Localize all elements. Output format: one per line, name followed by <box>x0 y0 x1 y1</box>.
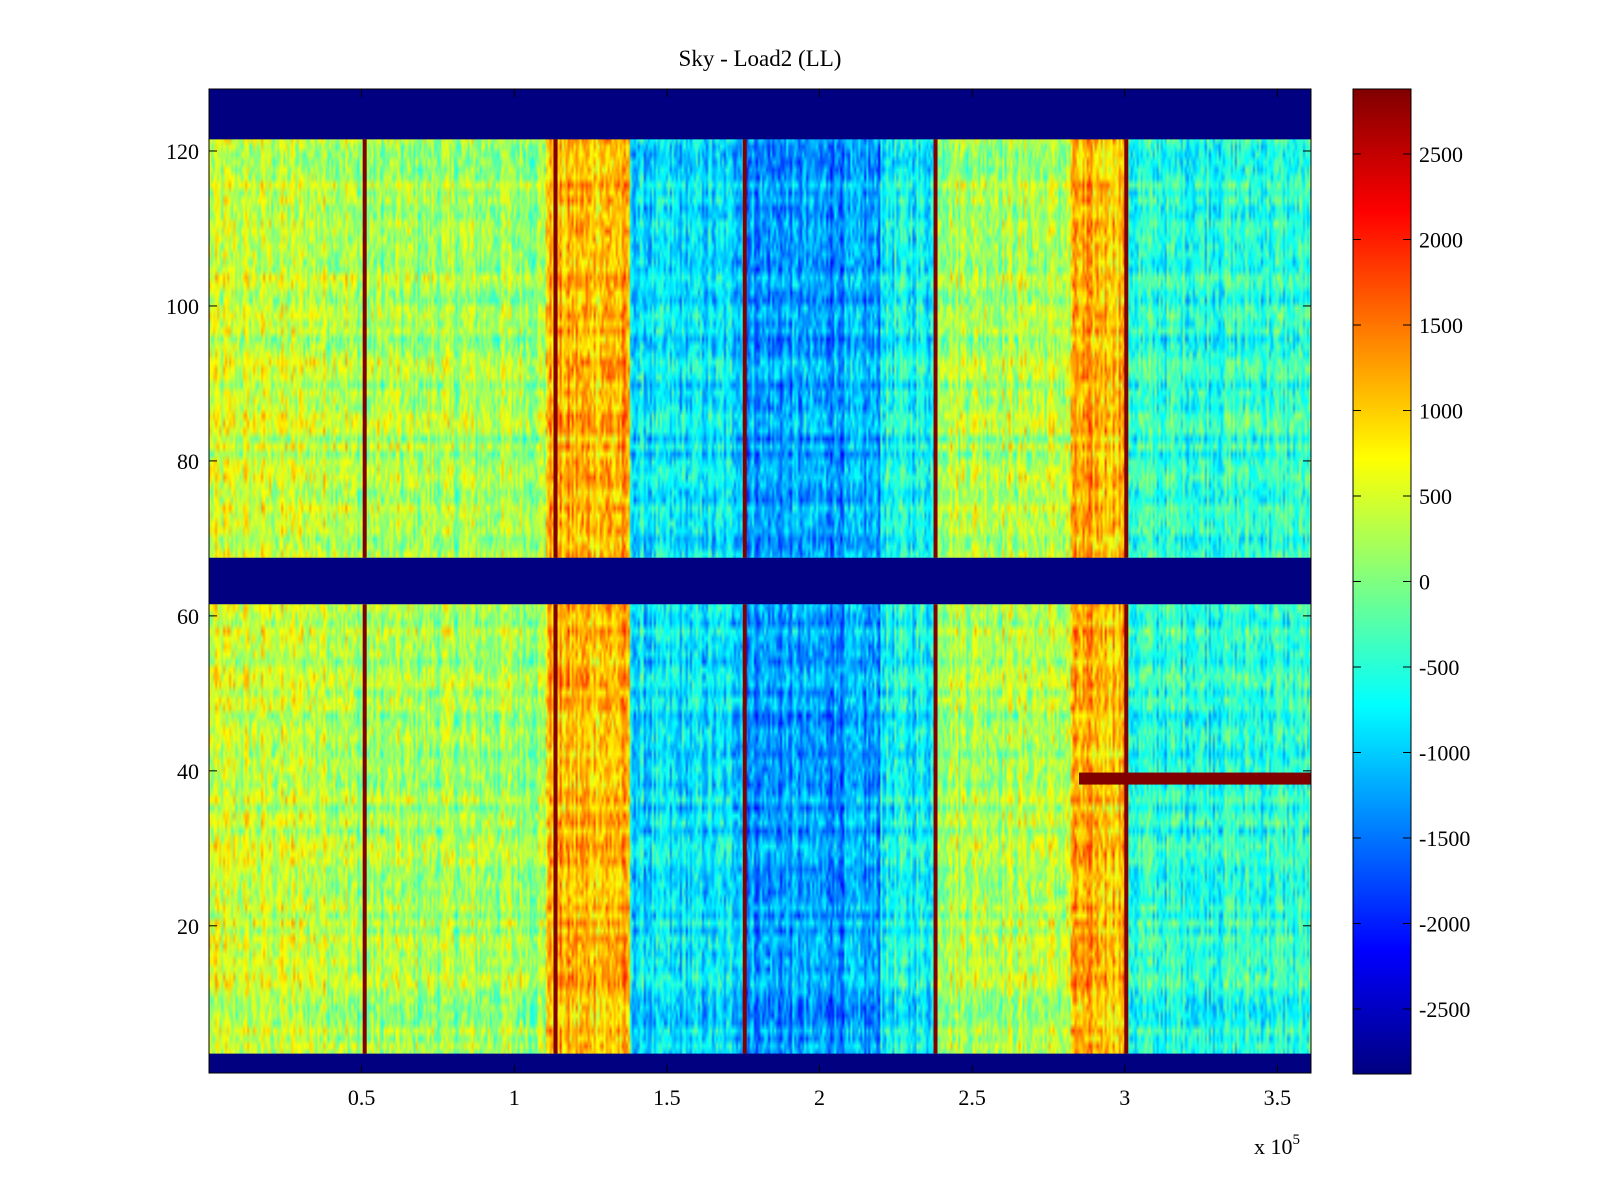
x-axis-multiplier: x 105 <box>1254 1132 1300 1159</box>
spike-column <box>362 139 367 558</box>
x-tick-label: 3.5 <box>1264 1085 1292 1110</box>
x-axis: 0.5 1 1.5 2 2.5 3 3.5 <box>348 89 1291 1110</box>
colorbar-tick-label: 1000 <box>1419 398 1463 423</box>
x-tick-label: 1 <box>509 1085 520 1110</box>
y-tick-label: 40 <box>177 759 199 784</box>
colorbar-tick-label: -500 <box>1419 655 1459 680</box>
spike-column <box>933 139 938 558</box>
colorbar-tick-label: -2500 <box>1419 997 1470 1022</box>
colorbar-tick-label: 1500 <box>1419 313 1463 338</box>
x-tick-label: 1.5 <box>653 1085 681 1110</box>
colorbar: 2500 2000 1500 1000 500 0 -500 -1000 -1500 -2000 -… <box>1352 88 1470 1075</box>
y-axis: 20 40 60 80 100 120 <box>166 139 1311 939</box>
spike-column <box>553 604 558 1054</box>
colorbar-tick-label: 500 <box>1419 484 1452 509</box>
masked-row-band <box>209 1053 1311 1073</box>
spike-column <box>933 604 938 1054</box>
spike-column <box>1124 604 1129 1054</box>
colorbar-gradient <box>1353 89 1411 1074</box>
colorbar-tick-label: 2500 <box>1419 142 1463 167</box>
y-tick-label: 20 <box>177 914 199 939</box>
spike-column <box>553 139 558 558</box>
colorbar-tick-label: -1500 <box>1419 826 1470 851</box>
masked-row-band <box>209 557 1311 605</box>
colorbar-tick-label: 2000 <box>1419 227 1463 252</box>
spike-column <box>1124 139 1129 558</box>
x-tick-label: 0.5 <box>348 1085 376 1110</box>
colorbar-tick-label: -1000 <box>1419 741 1470 766</box>
spike-column <box>362 604 367 1054</box>
spike-column <box>742 139 747 558</box>
colorbar-tick-label: -2000 <box>1419 912 1470 937</box>
y-tick-label: 80 <box>177 449 199 474</box>
hot-row <box>1079 772 1311 785</box>
plot-frame <box>208 88 1312 1074</box>
masked-row-band <box>209 89 1311 140</box>
y-tick-label: 100 <box>166 294 199 319</box>
plot-area <box>209 89 1311 1073</box>
x-tick-label: 3 <box>1119 1085 1130 1110</box>
colorbar-tick-label: 0 <box>1419 570 1430 595</box>
y-tick-label: 60 <box>177 604 199 629</box>
y-tick-label: 120 <box>166 139 199 164</box>
chart-title: Sky - Load2 (LL) <box>679 46 842 71</box>
spike-column <box>742 604 747 1054</box>
x-tick-label: 2 <box>814 1085 825 1110</box>
x-tick-label: 2.5 <box>958 1085 986 1110</box>
